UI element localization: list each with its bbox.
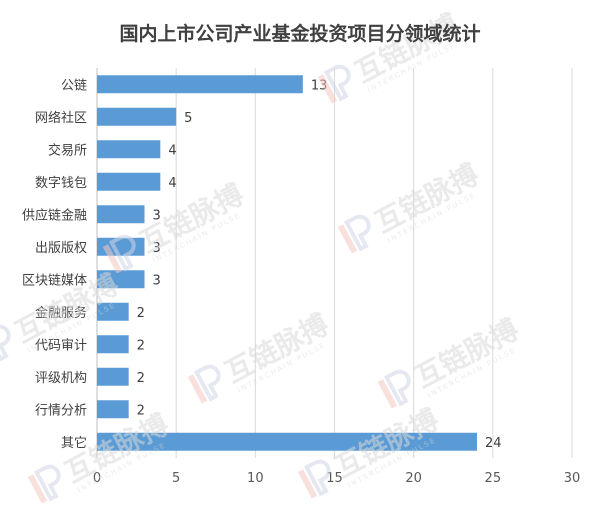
category-label: 区块链媒体 <box>22 273 87 288</box>
x-tick-label: 15 <box>326 471 343 486</box>
x-tick-label: 5 <box>172 471 180 486</box>
data-label: 2 <box>137 403 145 418</box>
category-label: 金融服务 <box>35 305 87 321</box>
category-label: 行情分析 <box>35 403 87 418</box>
data-label: 2 <box>137 306 145 321</box>
data-label: 3 <box>153 208 161 223</box>
x-tick-label: 30 <box>564 471 581 486</box>
bar <box>97 140 161 159</box>
bar <box>97 270 145 289</box>
category-label: 交易所 <box>48 142 87 158</box>
bar <box>97 335 129 354</box>
data-label: 2 <box>137 371 145 386</box>
category-label: 公链 <box>61 78 87 93</box>
bar <box>97 75 303 94</box>
category-label: 代码审计 <box>35 338 87 353</box>
data-label: 24 <box>485 436 502 451</box>
x-tick-label: 0 <box>93 471 101 486</box>
category-label: 网络社区 <box>35 110 87 126</box>
bar <box>97 302 129 321</box>
data-label: 3 <box>153 273 161 288</box>
category-label: 评级机构 <box>35 371 87 386</box>
bar <box>97 172 161 191</box>
bar <box>97 400 129 419</box>
data-label: 5 <box>184 111 192 126</box>
data-label: 2 <box>137 338 145 353</box>
bar <box>97 432 477 451</box>
x-tick-label: 20 <box>405 471 422 486</box>
data-label: 3 <box>153 241 161 256</box>
x-tick-label: 25 <box>485 471 502 486</box>
category-label: 供应链金融 <box>22 207 87 223</box>
category-label: 其它 <box>61 435 87 451</box>
category-label: 数字钱包 <box>35 176 87 191</box>
chart-title: 国内上市公司产业基金投资项目分领域统计 <box>119 22 480 45</box>
bar <box>97 205 145 224</box>
bar <box>97 367 129 386</box>
category-label: 出版版权 <box>35 240 87 256</box>
bar <box>97 107 177 126</box>
data-label: 4 <box>168 176 176 191</box>
data-label: 4 <box>168 143 176 158</box>
x-tick-label: 10 <box>247 471 264 486</box>
gridlines <box>96 68 573 458</box>
